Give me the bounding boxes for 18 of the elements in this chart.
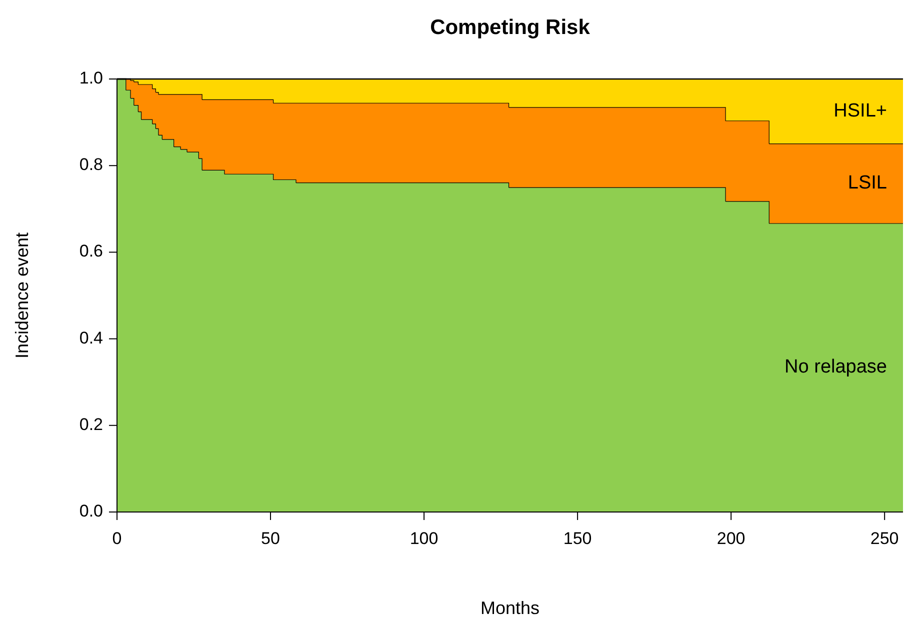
y-tick-label: 0.0 <box>79 501 103 520</box>
x-tick-label: 150 <box>563 529 592 548</box>
x-tick-label: 250 <box>870 529 899 548</box>
x-tick-label: 100 <box>410 529 438 548</box>
y-tick-label: 1.0 <box>79 68 103 88</box>
x-tick-label: 50 <box>261 529 280 548</box>
x-tick-label: 0 <box>112 529 122 548</box>
chart-title: Competing Risk <box>430 16 590 39</box>
x-tick-label: 200 <box>716 529 746 548</box>
x-axis-title: Months <box>480 598 540 618</box>
y-tick-label: 0.4 <box>79 328 103 348</box>
series-label: LSIL <box>848 172 887 194</box>
series-label: No relapase <box>784 356 887 378</box>
y-axis-title: Incidence event <box>12 232 32 359</box>
y-tick-label: 0.8 <box>79 155 103 174</box>
y-tick-label: 0.2 <box>79 414 103 434</box>
series-label: HSIL+ <box>834 100 887 122</box>
y-tick-label: 0.6 <box>79 242 103 261</box>
